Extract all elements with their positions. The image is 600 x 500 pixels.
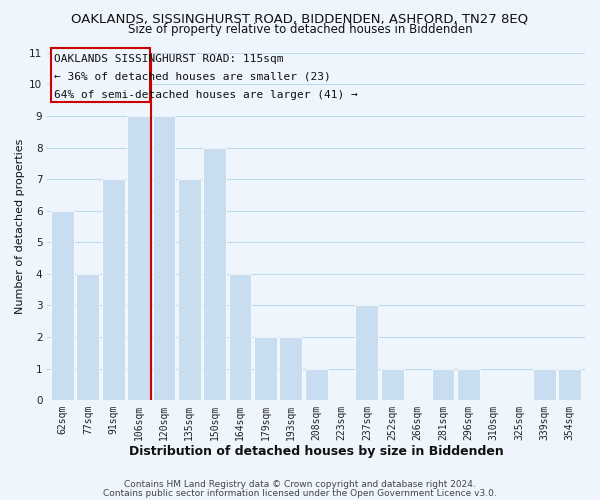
Bar xyxy=(127,116,150,400)
Bar xyxy=(152,116,175,400)
Text: 64% of semi-detached houses are larger (41) →: 64% of semi-detached houses are larger (… xyxy=(54,90,358,100)
Bar xyxy=(381,368,404,400)
Text: OAKLANDS, SISSINGHURST ROAD, BIDDENDEN, ASHFORD, TN27 8EQ: OAKLANDS, SISSINGHURST ROAD, BIDDENDEN, … xyxy=(71,12,529,26)
Text: Size of property relative to detached houses in Biddenden: Size of property relative to detached ho… xyxy=(128,22,472,36)
Bar xyxy=(457,368,480,400)
Y-axis label: Number of detached properties: Number of detached properties xyxy=(15,139,25,314)
Bar xyxy=(559,368,581,400)
Bar xyxy=(76,274,99,400)
Bar xyxy=(533,368,556,400)
Bar xyxy=(51,210,74,400)
Bar xyxy=(229,274,251,400)
Text: Contains public sector information licensed under the Open Government Licence v3: Contains public sector information licen… xyxy=(103,488,497,498)
FancyBboxPatch shape xyxy=(51,48,150,102)
Bar xyxy=(203,148,226,400)
Bar xyxy=(280,337,302,400)
Bar xyxy=(355,306,378,400)
Text: OAKLANDS SISSINGHURST ROAD: 115sqm: OAKLANDS SISSINGHURST ROAD: 115sqm xyxy=(54,54,284,64)
Text: ← 36% of detached houses are smaller (23): ← 36% of detached houses are smaller (23… xyxy=(54,72,331,82)
X-axis label: Distribution of detached houses by size in Biddenden: Distribution of detached houses by size … xyxy=(129,444,503,458)
Bar xyxy=(102,179,125,400)
Bar xyxy=(431,368,454,400)
Bar xyxy=(305,368,328,400)
Text: Contains HM Land Registry data © Crown copyright and database right 2024.: Contains HM Land Registry data © Crown c… xyxy=(124,480,476,489)
Bar xyxy=(254,337,277,400)
Bar xyxy=(178,179,201,400)
